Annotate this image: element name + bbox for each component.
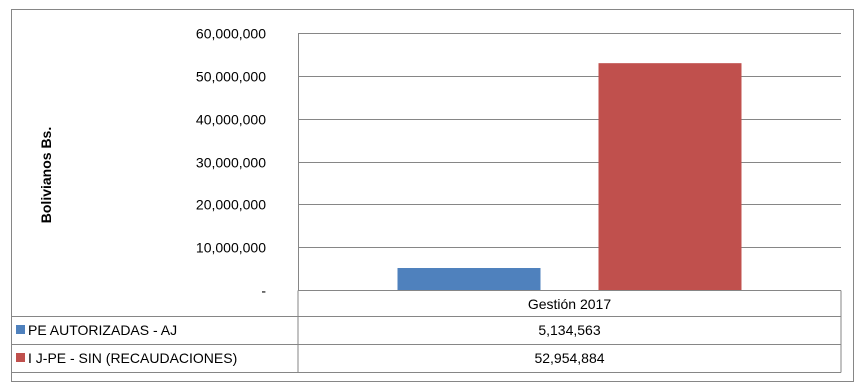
bars — [397, 63, 742, 291]
legend-key-1 — [16, 353, 25, 362]
legend-key-0 — [16, 325, 25, 334]
value-label-0-0: 5,134,563 — [538, 322, 600, 338]
y-axis-label: Bolivianos Bs. — [38, 127, 54, 223]
y-tick-label-6: 60,000,000 — [196, 26, 266, 42]
value-label-1-0: 52,954,884 — [534, 350, 604, 366]
data-table: Gestión 2017 PE AUTORIZADAS - AJ 5,134,563… — [12, 290, 842, 373]
bar-series-0-cat-0 — [397, 268, 541, 290]
y-tick-labels: - 10,000,000 20,000,000 30,000,000 40,000,00… — [196, 26, 266, 299]
y-tick-label-5: 50,000,000 — [196, 69, 266, 85]
legend-label-1: I J-PE - SIN (RECAUDACIONES) — [28, 350, 237, 366]
bar-series-1-cat-0 — [598, 63, 742, 291]
y-tick-label-3: 30,000,000 — [196, 155, 266, 171]
category-label-0: Gestión 2017 — [528, 296, 611, 312]
y-tick-label-1: 10,000,000 — [196, 240, 266, 256]
y-tick-label-4: 40,000,000 — [196, 112, 266, 128]
legend-label-0: PE AUTORIZADAS - AJ — [28, 322, 177, 338]
y-tick-label-0: - — [261, 283, 266, 299]
y-tick-label-2: 20,000,000 — [196, 197, 266, 213]
